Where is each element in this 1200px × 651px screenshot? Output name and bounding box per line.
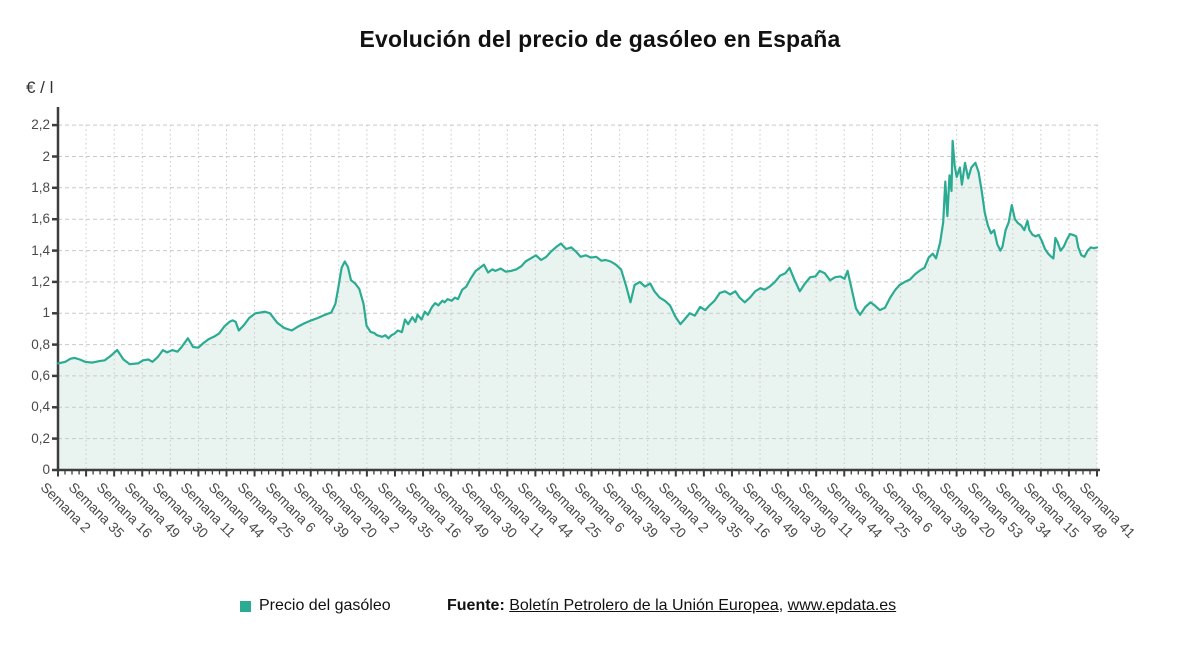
y-axis-unit-label: € / l — [26, 78, 54, 97]
legend: Precio del gasóleo — [240, 597, 391, 615]
legend-color-swatch — [240, 601, 251, 612]
series-area-fill — [58, 140, 1097, 471]
y-tick-label: 1,2 — [31, 273, 50, 289]
price-line — [56, 139, 1099, 366]
y-tick-label: 0 — [42, 462, 50, 477]
y-tick-label: 1,4 — [31, 242, 50, 258]
separator-text: , — [778, 597, 788, 614]
epdata-link[interactable]: www.epdata.es — [787, 597, 897, 614]
y-tick-label: 1 — [42, 305, 50, 321]
y-tick-label: 2 — [42, 148, 50, 164]
y-tick-label: 2,2 — [31, 117, 50, 133]
y-tick-label: 0,2 — [31, 430, 50, 446]
source-label: Fuente: — [447, 597, 505, 614]
source-footer: Fuente: Boletín Petrolero de la Unión Eu… — [447, 597, 896, 615]
legend-label: Precio del gasóleo — [259, 597, 391, 614]
source-link[interactable]: Boletín Petrolero de la Unión Europea — [509, 597, 779, 614]
y-tick-label: 1,6 — [31, 211, 50, 227]
y-tick-label: 0,8 — [31, 336, 50, 352]
chart-title: Evolución del precio de gasóleo en Españ… — [359, 26, 841, 52]
y-tick-label: 0,6 — [31, 367, 50, 383]
y-tick-label: 0,4 — [31, 399, 50, 415]
y-tick-label: 1,8 — [31, 179, 50, 195]
